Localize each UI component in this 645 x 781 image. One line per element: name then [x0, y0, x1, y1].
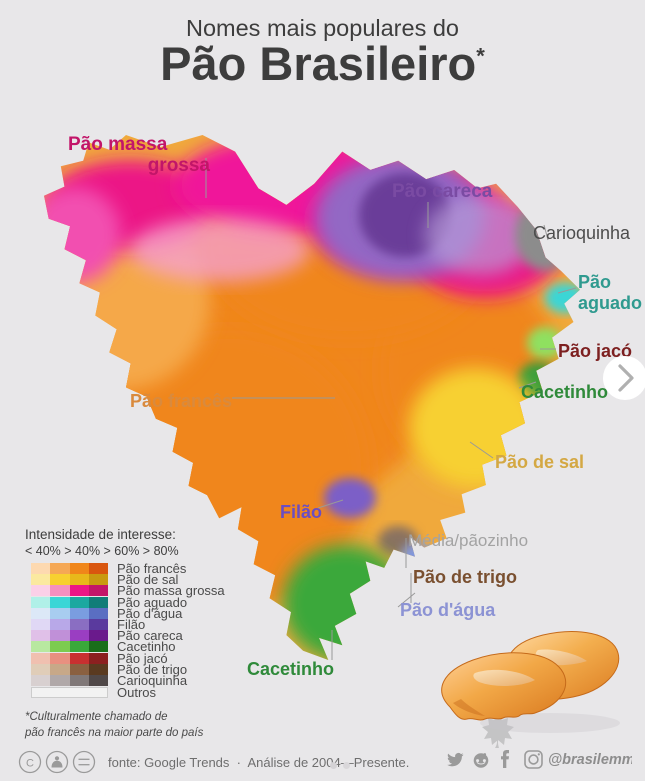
svg-text:@brasilemmapas: @brasilemmapas — [548, 752, 632, 768]
svg-text:C: C — [26, 758, 34, 770]
